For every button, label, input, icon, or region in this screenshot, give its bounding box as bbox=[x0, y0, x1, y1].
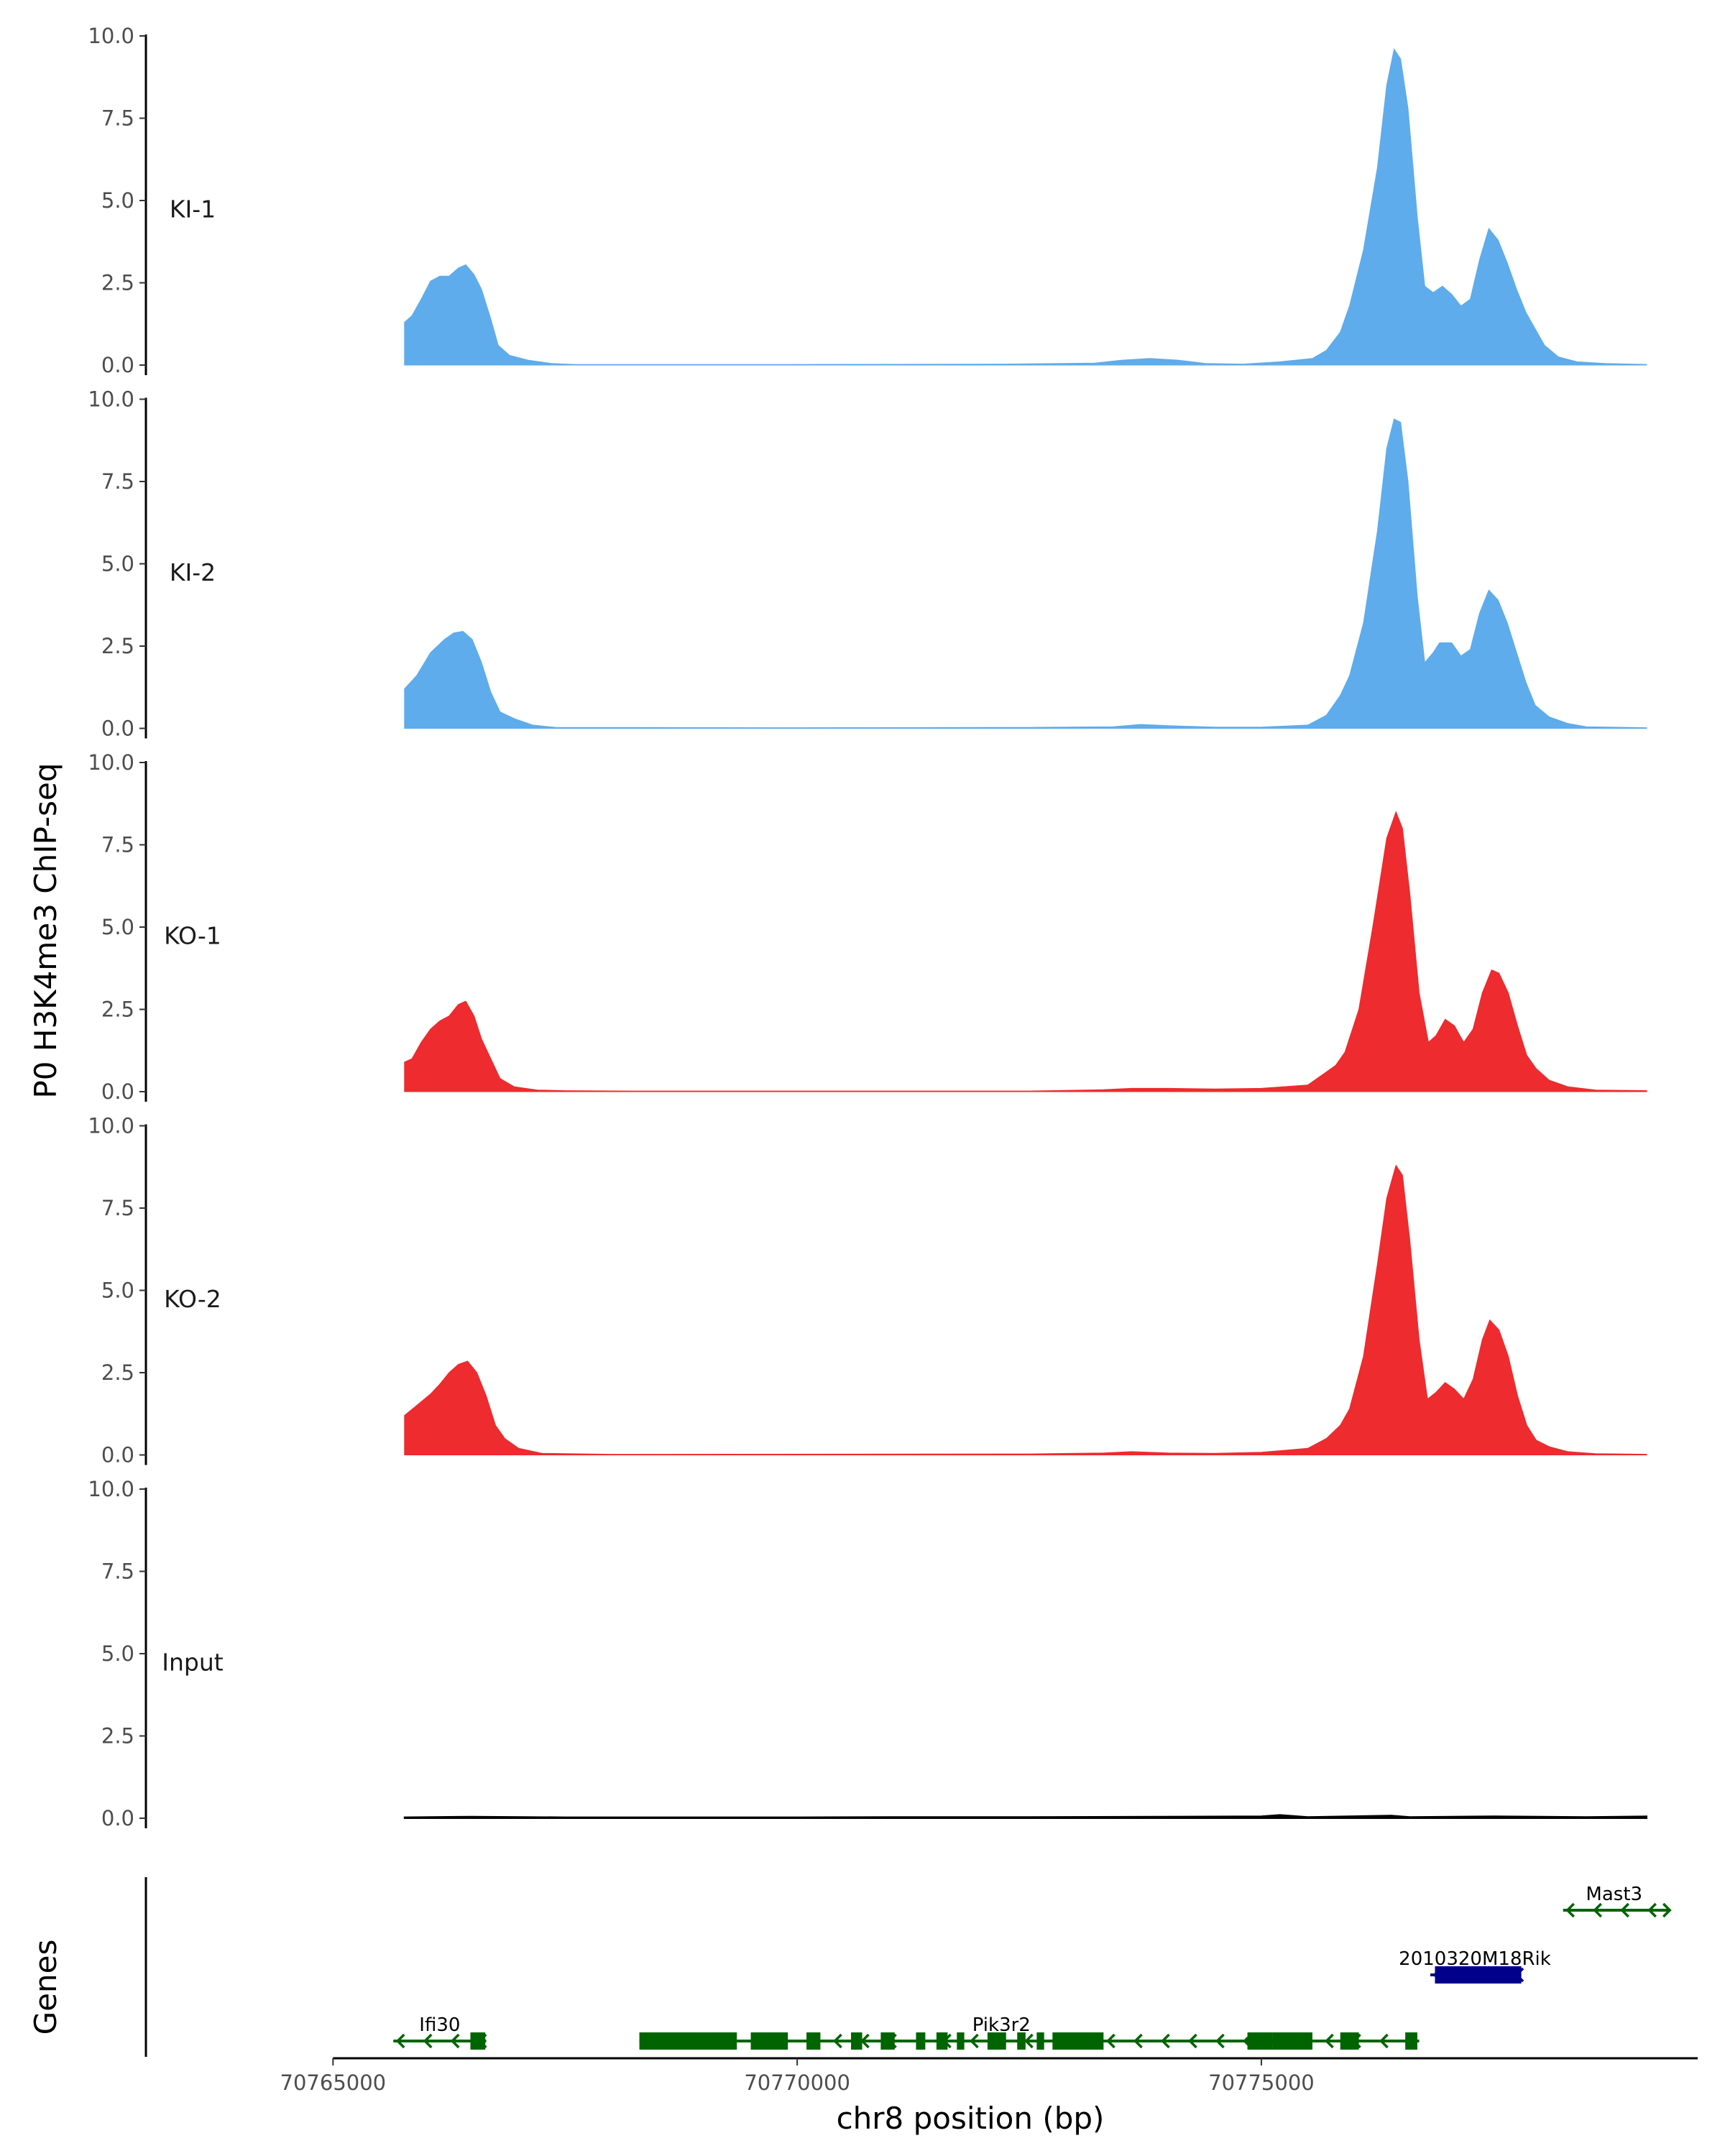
exon bbox=[1435, 1966, 1522, 1984]
y-tick-label: 0.0 bbox=[101, 1806, 134, 1830]
strand-arrow bbox=[1188, 2033, 1197, 2049]
strand-arrow bbox=[970, 2033, 979, 2049]
exon bbox=[806, 2032, 821, 2050]
exon bbox=[851, 2032, 862, 2050]
strand-arrow bbox=[450, 2033, 460, 2049]
track-ko-1: 0.0 2.5 5.0 7.5 10.0 KO-1 bbox=[88, 750, 1647, 1104]
y-tick-label: 7.5 bbox=[101, 469, 134, 494]
y-tick-label: 7.5 bbox=[101, 1196, 134, 1220]
gene-pik3r2: Pik3r2 bbox=[639, 2014, 1420, 2050]
strand-arrow bbox=[1647, 1902, 1657, 1918]
y-tick-label: 0.0 bbox=[101, 1079, 134, 1104]
exon bbox=[704, 2032, 737, 2050]
y-tick-label: 5.0 bbox=[101, 552, 134, 576]
track-ki-1: 0.0 2.5 5.0 7.5 10.0 KI-1 bbox=[88, 24, 1647, 377]
strand-arrow bbox=[423, 2033, 433, 2049]
track-label: KI-1 bbox=[170, 195, 216, 224]
gene-annotation-track: Ifi30 Pik3r2 2010320M18Rik Mast3 bbox=[393, 1884, 1672, 2050]
coverage-area-ko-1 bbox=[404, 811, 1647, 1092]
y-tick-label: 2.5 bbox=[101, 1724, 134, 1749]
y-tick-label: 2.5 bbox=[101, 998, 134, 1022]
y-tick-label: 0.0 bbox=[101, 353, 134, 377]
exon bbox=[750, 2032, 788, 2050]
y-tick-label: 10.0 bbox=[88, 387, 134, 412]
strand-arrow bbox=[1379, 2033, 1389, 2049]
exon bbox=[1017, 2032, 1026, 2050]
x-tick-label: 70775000 bbox=[1208, 2070, 1315, 2095]
y-tick-label: 2.5 bbox=[101, 634, 134, 658]
exon bbox=[987, 2032, 1006, 2050]
strand-arrow bbox=[1662, 1902, 1672, 1918]
exon bbox=[1272, 2032, 1312, 2050]
strand-arrow bbox=[1593, 1902, 1602, 1918]
coverage-area-input bbox=[403, 1814, 1647, 1819]
y-tick-label: 2.5 bbox=[101, 1360, 134, 1385]
strand-arrow bbox=[1325, 2033, 1334, 2049]
y-tick-label: 7.5 bbox=[101, 833, 134, 857]
strand-arrow bbox=[1565, 1902, 1575, 1918]
strand-arrow bbox=[1620, 1902, 1629, 1918]
gene-2010320m18rik: 2010320M18Rik bbox=[1399, 1948, 1551, 1984]
genes-axis-title: Genes bbox=[28, 1940, 63, 2035]
y-tick-label: 2.5 bbox=[101, 271, 134, 295]
track-label: KO-1 bbox=[164, 922, 221, 950]
gene-label: 2010320M18Rik bbox=[1399, 1948, 1551, 1970]
x-axis-title: chr8 position (bp) bbox=[837, 2101, 1105, 2136]
track-label: Input bbox=[162, 1649, 224, 1677]
y-tick-label: 7.5 bbox=[101, 106, 134, 131]
track-input: 0.0 2.5 5.0 7.5 10.0 Input bbox=[88, 1477, 1647, 1830]
x-tick-label: 70770000 bbox=[744, 2070, 850, 2095]
coverage-area-ki-2 bbox=[404, 418, 1647, 729]
exon bbox=[1405, 2032, 1417, 2050]
exon bbox=[1036, 2032, 1044, 2050]
gene-label: Ifi30 bbox=[419, 2014, 460, 2036]
exon bbox=[639, 2032, 704, 2050]
y-tick-label: 5.0 bbox=[101, 188, 134, 213]
track-label: KI-2 bbox=[170, 558, 216, 586]
strand-arrow bbox=[1024, 2033, 1034, 2049]
y-tick-label: 5.0 bbox=[101, 1279, 134, 1303]
gene-label: Mast3 bbox=[1586, 1884, 1642, 1905]
y-tick-label: 7.5 bbox=[101, 1560, 134, 1584]
y-tick-label: 10.0 bbox=[88, 1114, 134, 1138]
strand-arrow bbox=[1161, 2033, 1170, 2049]
exon bbox=[957, 2032, 965, 2050]
exon bbox=[936, 2032, 948, 2050]
y-axis-title: P0 H3K4me3 ChIP-seq bbox=[28, 763, 63, 1098]
track-ko-2: 0.0 2.5 5.0 7.5 10.0 KO-2 bbox=[88, 1114, 1647, 1468]
axes: 70765000 70770000 70775000 bbox=[144, 1877, 1698, 2095]
strand-arrow bbox=[395, 2033, 405, 2049]
y-tick-label: 5.0 bbox=[101, 1641, 134, 1666]
coverage-area-ki-1 bbox=[404, 48, 1647, 366]
y-tick-label: 10.0 bbox=[88, 750, 134, 775]
exon bbox=[916, 2032, 926, 2050]
exon bbox=[880, 2032, 895, 2050]
y-tick-label: 0.0 bbox=[101, 1443, 134, 1468]
strand-arrow bbox=[1106, 2033, 1116, 2049]
strand-arrow bbox=[1215, 2033, 1225, 2049]
x-tick-label: 70765000 bbox=[280, 2070, 387, 2095]
exon bbox=[1340, 2032, 1359, 2050]
gene-label: Pik3r2 bbox=[972, 2014, 1031, 2036]
exon bbox=[1247, 2032, 1273, 2050]
track-ki-2: 0.0 2.5 5.0 7.5 10.0 KI-2 bbox=[88, 387, 1647, 741]
y-tick-label: 0.0 bbox=[101, 717, 134, 741]
gene-mast3: Mast3 bbox=[1563, 1884, 1672, 1918]
exon bbox=[470, 2032, 486, 2050]
coverage-tracks: 0.0 2.5 5.0 7.5 10.0 KI-1 0.0 2.5 5.0 7.5 10.0 KI-2… bbox=[88, 24, 1647, 1830]
y-tick-label: 10.0 bbox=[88, 1477, 134, 1501]
exon bbox=[1052, 2032, 1104, 2050]
gene-ifi30: Ifi30 bbox=[393, 2014, 487, 2050]
strand-arrow bbox=[833, 2033, 842, 2049]
strand-arrow bbox=[860, 2033, 870, 2049]
y-tick-label: 5.0 bbox=[101, 915, 134, 939]
strand-arrow bbox=[1133, 2033, 1143, 2049]
y-tick-label: 10.0 bbox=[88, 24, 134, 48]
coverage-area-ko-2 bbox=[404, 1164, 1647, 1455]
track-label: KO-2 bbox=[164, 1285, 221, 1313]
